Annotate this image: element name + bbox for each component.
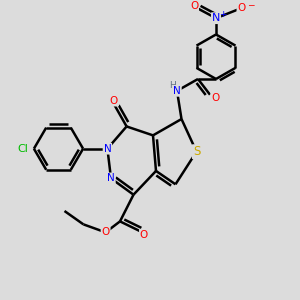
Text: O: O [110, 96, 118, 106]
Text: O: O [140, 230, 148, 240]
Text: S: S [193, 145, 200, 158]
Text: O: O [101, 227, 110, 237]
Text: O: O [190, 1, 198, 11]
Text: N: N [173, 86, 181, 96]
Text: +: + [219, 10, 226, 19]
Text: H: H [169, 81, 176, 90]
Text: N: N [103, 144, 111, 154]
Text: O: O [211, 93, 220, 103]
Text: O: O [237, 3, 246, 13]
Text: N: N [212, 13, 220, 23]
Text: Cl: Cl [18, 144, 28, 154]
Text: N: N [107, 173, 115, 183]
Text: −: − [247, 0, 254, 9]
